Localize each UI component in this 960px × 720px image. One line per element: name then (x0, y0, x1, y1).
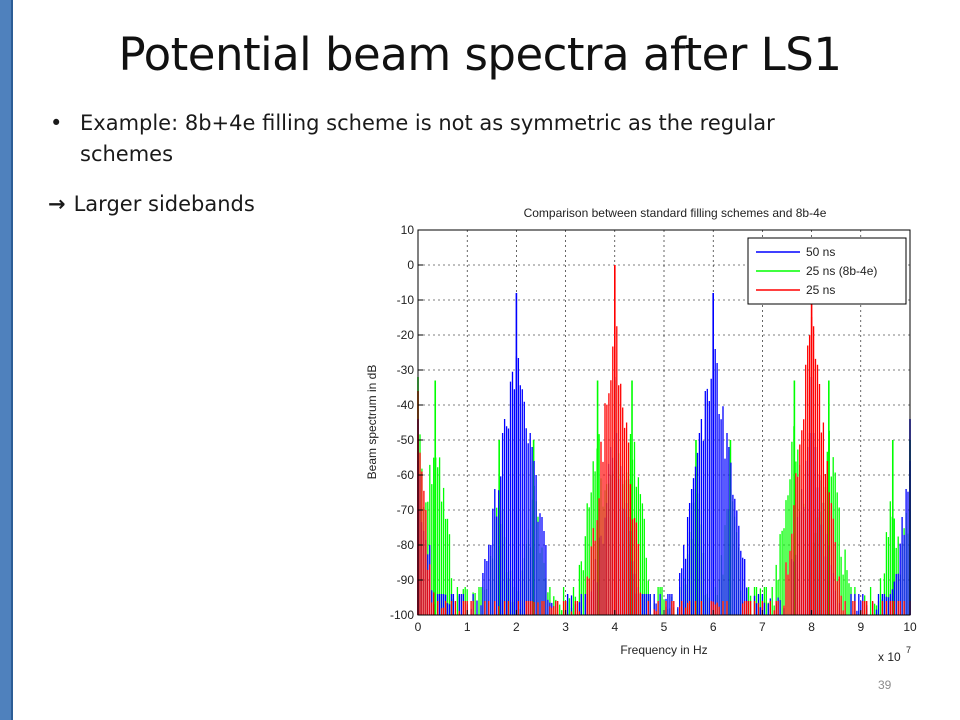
x-tick-label: 1 (464, 620, 471, 634)
chart-title: Comparison between standard filling sche… (524, 206, 827, 220)
x-axis-exponent: 7 (906, 645, 911, 655)
x-tick-label: 8 (808, 620, 815, 634)
y-tick-label: -10 (397, 293, 415, 307)
y-axis-label: Beam spectrum in dB (365, 365, 379, 480)
x-tick-label: 2 (513, 620, 520, 634)
y-tick-label: -50 (397, 433, 415, 447)
spectrum-bars (417, 265, 911, 615)
x-tick-label: 4 (611, 620, 618, 634)
beam-spectrum-chart: Comparison between standard filling sche… (365, 206, 917, 664)
slide-accent-bar (0, 0, 13, 720)
arrow-text: Larger sidebands (73, 192, 255, 216)
x-axis-label: Frequency in Hz (620, 643, 707, 657)
y-axis-ticks: 10 0 -10 -20 -30 -40 -50 -60 -70 -80 -90 -100 (390, 223, 423, 622)
legend-label: 50 ns (806, 245, 835, 259)
x-tick-label: 6 (710, 620, 717, 634)
bullet-text: Example: 8b+4e filling scheme is not as … (80, 111, 775, 166)
bullet-dot-icon: • (50, 111, 63, 135)
y-tick-label: -90 (397, 573, 415, 587)
x-tick-label: 9 (857, 620, 864, 634)
x-tick-label: 10 (903, 620, 917, 634)
y-tick-label: -60 (397, 468, 415, 482)
x-axis-multiplier: x 10 (878, 650, 901, 664)
y-tick-label: 0 (407, 258, 414, 272)
x-tick-label: 0 (415, 620, 422, 634)
bullet-item: • Example: 8b+4e filling scheme is not a… (50, 108, 850, 170)
x-axis-ticks: 0 1 2 3 4 5 6 7 8 9 10 (415, 610, 917, 634)
x-tick-label: 3 (562, 620, 569, 634)
y-tick-label: -30 (397, 363, 415, 377)
x-tick-label: 7 (759, 620, 766, 634)
legend-label: 25 ns (8b-4e) (806, 264, 877, 278)
page-number: 39 (878, 678, 892, 692)
y-tick-label: -80 (397, 538, 415, 552)
y-tick-label: -40 (397, 398, 415, 412)
x-tick-label: 5 (661, 620, 668, 634)
y-tick-label: 10 (401, 223, 415, 237)
right-arrow-icon: → (48, 192, 66, 216)
legend-label: 25 ns (806, 283, 835, 297)
arrow-item: → Larger sidebands (48, 192, 255, 216)
slide-title: Potential beam spectra after LS1 (118, 28, 842, 81)
y-tick-label: -20 (397, 328, 415, 342)
y-tick-label: -70 (397, 503, 415, 517)
y-tick-label: -100 (390, 608, 414, 622)
chart-legend: 50 ns 25 ns (8b-4e) 25 ns (747, 237, 907, 305)
